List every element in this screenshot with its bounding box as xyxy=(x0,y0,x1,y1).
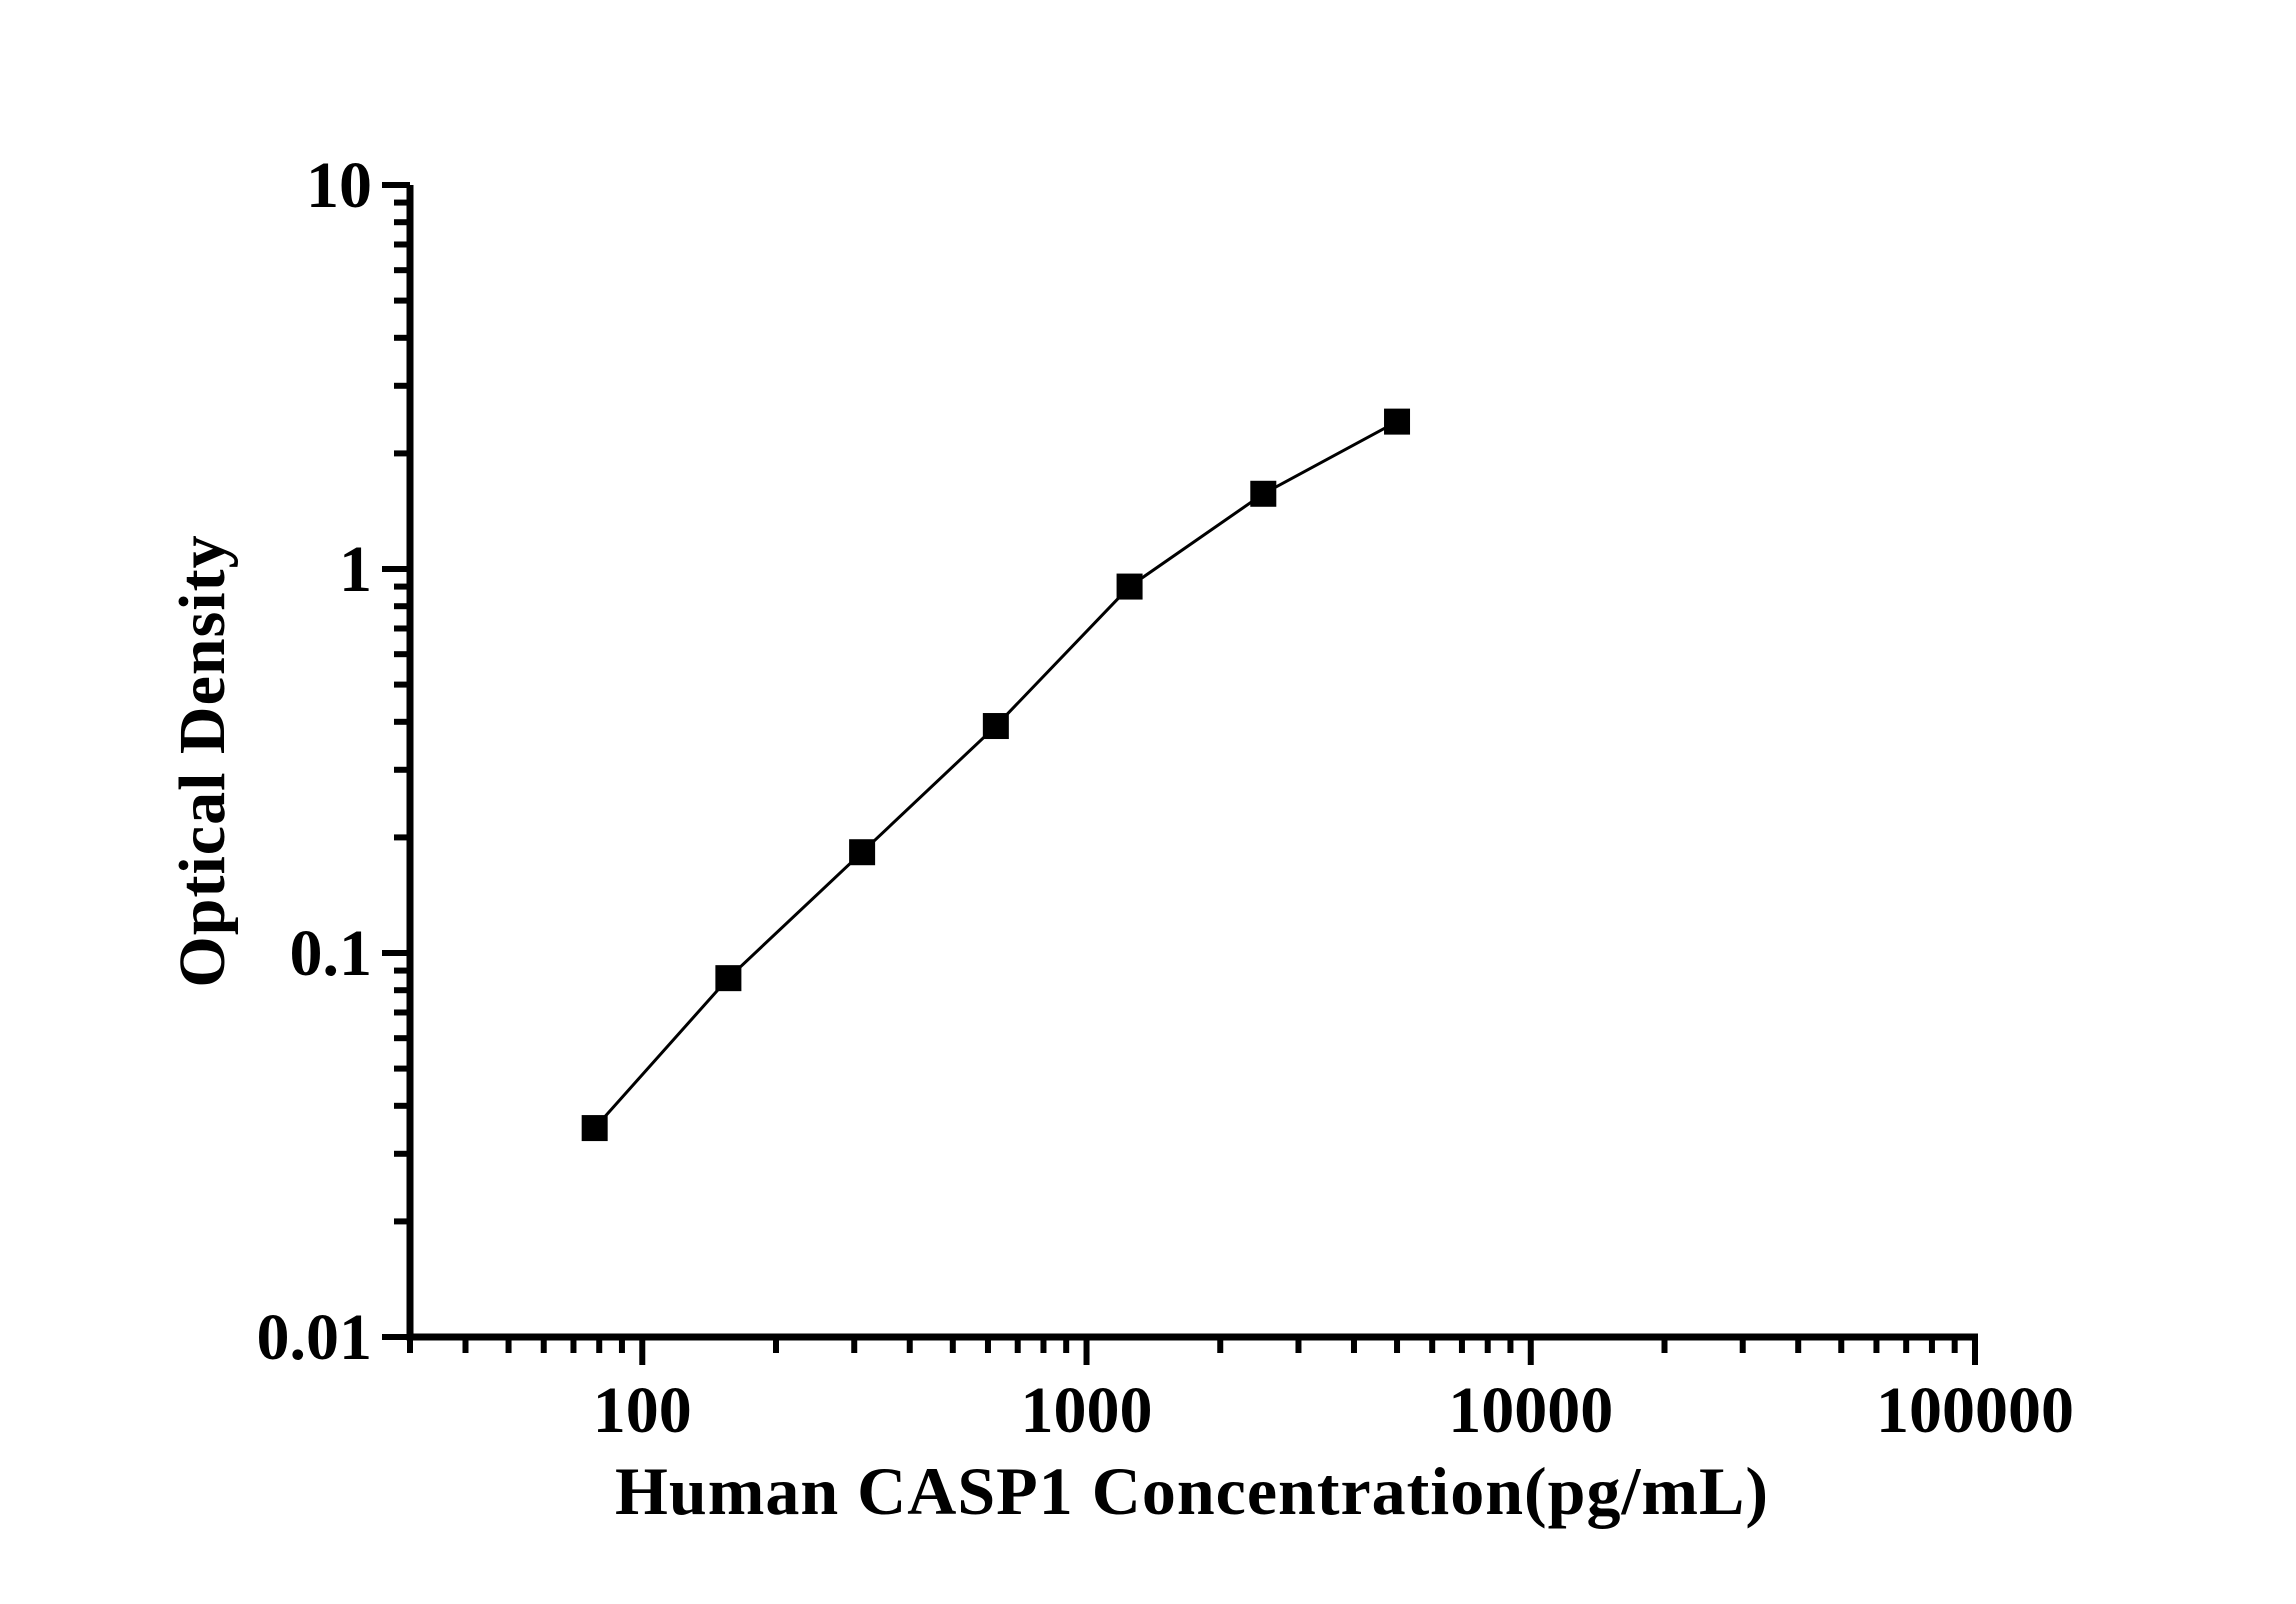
data-point-marker xyxy=(1250,480,1277,507)
y-tick-label: 0.1 xyxy=(290,917,373,990)
x-tick-label: 1000 xyxy=(1021,1374,1153,1447)
x-axis-title: Human CASP1 Concentration(pg/mL) xyxy=(614,1453,1770,1529)
x-tick-label: 100 xyxy=(593,1374,692,1447)
x-tick-label: 100000 xyxy=(1876,1374,2074,1447)
y-tick-label: 10 xyxy=(306,149,372,222)
data-point-marker xyxy=(581,1115,608,1142)
x-tick-label: 10000 xyxy=(1448,1374,1613,1447)
data-point-marker xyxy=(1384,408,1411,435)
y-axis-title: Optical Density xyxy=(166,534,239,988)
data-point-marker xyxy=(715,965,742,992)
y-tick-label: 1 xyxy=(339,533,372,606)
data-point-marker xyxy=(982,713,1009,740)
standard-curve-line xyxy=(593,420,1398,1130)
data-point-marker xyxy=(1116,573,1143,600)
y-tick-label: 0.01 xyxy=(257,1301,373,1374)
data-point-marker xyxy=(849,839,876,866)
